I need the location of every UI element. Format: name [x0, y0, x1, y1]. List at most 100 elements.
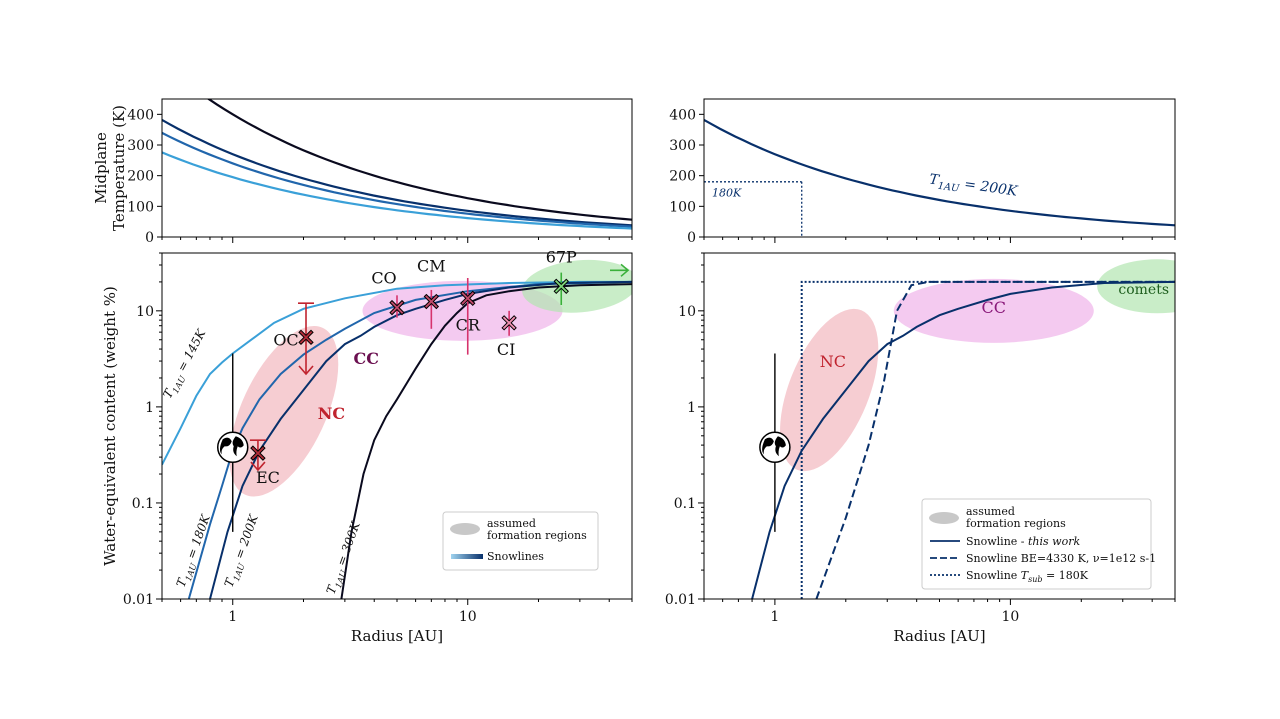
- tr-xticks: [703, 237, 1176, 243]
- region-67p: [522, 259, 632, 313]
- point-label-cm: CM: [417, 257, 446, 276]
- marker-x: [423, 293, 440, 310]
- curve-label-200k-text: T1AU = 200K: [222, 512, 264, 590]
- region-nc: [780, 308, 879, 472]
- marker-x: [501, 315, 517, 331]
- region-label-nc: NC: [318, 404, 345, 423]
- marker-x: [298, 329, 314, 346]
- y-tick-label: 1: [687, 400, 696, 416]
- legend-series-label: Snowline BE=4330 K, ν=1e12 s-1: [966, 552, 1156, 565]
- tr-frame: [703, 98, 1176, 238]
- tr-label-200k: T1AU = 200K: [928, 171, 1020, 202]
- data-point-co: [389, 299, 405, 316]
- earth-continent: [774, 436, 786, 457]
- y-tick-label: 10: [136, 304, 154, 320]
- region-comets: [1097, 259, 1175, 314]
- data-point-ec: [250, 445, 266, 461]
- region-label-comets: comets: [1118, 282, 1169, 298]
- y-tick-label: 0: [145, 230, 154, 246]
- earth-continent: [232, 436, 244, 457]
- y-tick-label: 10: [678, 304, 696, 320]
- snowline-curve: [209, 280, 632, 599]
- legend-series-label: Snowline Tsub = 180K: [966, 569, 1089, 584]
- earth-symbol: [759, 353, 791, 532]
- region-label-nc: NC: [820, 352, 846, 371]
- y-tick-label: 400: [669, 107, 696, 123]
- upper-limit-arrow: [250, 461, 266, 472]
- ylabel-line: Temperature (K): [110, 105, 128, 231]
- bl-xlabel: Radius [AU]: [351, 627, 443, 645]
- tl-plot: [162, 99, 632, 230]
- temperature-curve: [206, 99, 632, 221]
- data-point-67p: [553, 278, 569, 295]
- point-label-oc: OC: [273, 330, 298, 349]
- x-tick-label: 1: [228, 609, 237, 625]
- region-cc: [893, 278, 1094, 343]
- ylabel-text: Water-equivalent content (weight %): [101, 286, 119, 566]
- snowline-curve: [162, 280, 632, 466]
- y-tick-label: 200: [127, 169, 154, 185]
- tr-label-180k: 180K: [712, 187, 742, 200]
- data-point-cm: [423, 293, 440, 310]
- point-label-67p: 67P: [546, 247, 577, 266]
- x-tick-label: 10: [459, 609, 477, 625]
- y-tick-label: 100: [127, 199, 154, 215]
- y-tick-label: 200: [669, 169, 696, 185]
- y-tick-label: 0: [687, 230, 696, 246]
- curve-label-145k: T1AU = 145K: [160, 326, 211, 402]
- snowline-dotted: [800, 280, 1175, 599]
- comet-arrow-head: [620, 263, 630, 277]
- legend-region-swatch: [929, 512, 959, 524]
- y-tick-label: 100: [669, 199, 696, 215]
- y-tick-label: 0.01: [665, 592, 696, 608]
- marker-x: [460, 290, 476, 307]
- tl-yticks: 0 100 200 300 400: [127, 107, 162, 246]
- tl-xticks: [161, 237, 633, 243]
- earth-symbol: [216, 353, 249, 532]
- temperature-curve: [162, 151, 632, 230]
- earth-continent: [219, 437, 232, 455]
- legend-regions-label: assumed: [966, 505, 1015, 518]
- curve-label-200k: T1AU = 200K: [222, 512, 264, 590]
- br-xlabel: Radius [AU]: [893, 627, 985, 645]
- ylabel-line: Midplane: [92, 132, 110, 204]
- legend-region-swatch: [450, 523, 480, 535]
- y-tick-label: 0.01: [123, 592, 154, 608]
- earth-continent: [762, 437, 774, 455]
- snowline-solid: [751, 280, 1175, 599]
- marker-x: [389, 299, 405, 316]
- temperature-curve: [162, 118, 632, 227]
- snowline-curve: [340, 283, 632, 599]
- bl-plot: [162, 259, 632, 599]
- region-label-cc: CC: [354, 349, 379, 368]
- bl-xticks: 1 10: [161, 599, 633, 625]
- snowline-curve: [187, 280, 632, 599]
- legend-box: [921, 498, 1152, 590]
- bl-yticks: 0.01 0.1 1 10: [123, 252, 162, 608]
- curve-label-145k-text: T1AU = 145K: [160, 326, 211, 402]
- data-point-cr: [460, 290, 476, 307]
- y-tick-label: 1: [145, 400, 154, 416]
- y-tick-label: 300: [127, 138, 154, 154]
- marker-x: [250, 445, 266, 461]
- y-tick-label: 0.1: [132, 496, 154, 512]
- point-label-co: CO: [371, 269, 396, 288]
- marker-x: [553, 278, 569, 295]
- tr-label-200k-text: T1AU = 200K: [928, 171, 1020, 202]
- legend-regions-label: formation regions: [966, 517, 1066, 530]
- upper-limit-arrow: [298, 365, 314, 376]
- temperature-curve: [162, 131, 632, 228]
- point-label-ec: EC: [256, 468, 280, 487]
- x-tick-label: 10: [1001, 609, 1019, 625]
- legend-line-swatch: [451, 554, 483, 559]
- curve-label-300k-text: T1AU = 300K: [324, 519, 366, 597]
- br-plot: [751, 259, 1175, 599]
- legend-regions-label: assumed: [487, 517, 536, 530]
- br-xticks: 1 10: [703, 599, 1176, 625]
- snowline-dashed: [815, 280, 1175, 599]
- data-point-oc: [298, 329, 314, 346]
- y-tick-label: 300: [669, 138, 696, 154]
